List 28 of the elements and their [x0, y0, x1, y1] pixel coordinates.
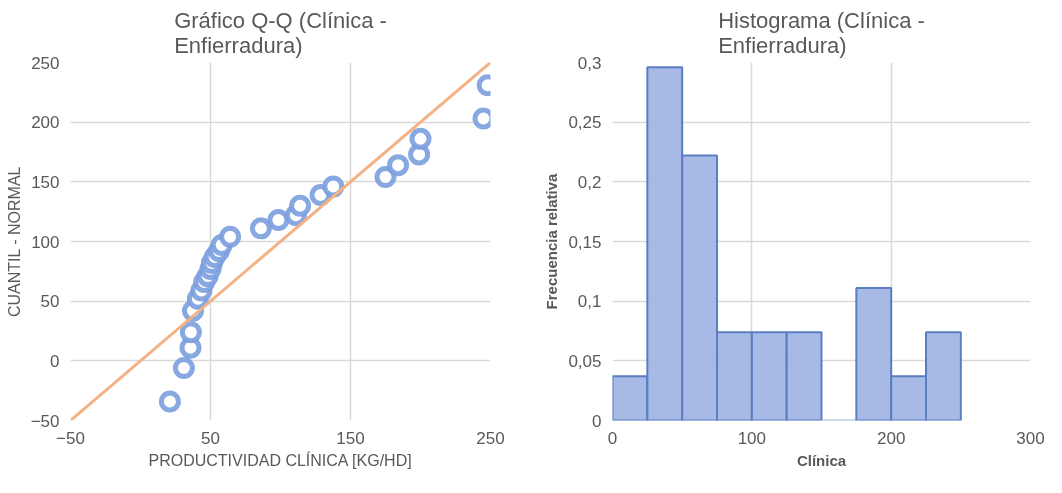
- x-tick-label: 150: [336, 428, 365, 448]
- x-axis-title: Clínica: [796, 451, 847, 469]
- y-tick-label: 100: [31, 232, 60, 252]
- y-tick-label: −50: [30, 411, 60, 431]
- x-tick-label: −50: [56, 428, 85, 448]
- x-tick-label: 250: [476, 428, 505, 448]
- y-tick-label: 0: [592, 411, 602, 431]
- x-tick-label: 100: [737, 428, 767, 448]
- y-tick-label: 200: [31, 113, 60, 133]
- x-tick-label: 200: [876, 428, 906, 448]
- x-axis-title: PRODUCTIVIDAD CLÍNICA [KG/HD]: [148, 450, 412, 469]
- y-tick-label: 0,3: [577, 53, 602, 73]
- chart-title: Gráfico Q-Q (Clínica - Enfierradura): [174, 7, 387, 58]
- x-tick-label: 50: [201, 428, 220, 448]
- x-tick-label: 300: [1016, 428, 1045, 448]
- y-tick-label: 50: [40, 292, 60, 312]
- chart-title: Histograma (Clínica - Enfierradura): [718, 7, 925, 58]
- y-axis-title: CUANTIL - NORMAL: [5, 166, 23, 318]
- y-tick-label: 250: [31, 53, 60, 73]
- y-axis-title: Frecuencia relativa: [543, 172, 561, 310]
- y-tick-label: 0: [50, 351, 60, 371]
- y-tick-label: 0,2: [577, 172, 602, 192]
- y-tick-label: 0,1: [577, 292, 602, 312]
- x-tick-label: 0: [607, 428, 618, 448]
- y-tick-label: 0,15: [568, 232, 602, 252]
- y-tick-label: 0,05: [568, 351, 602, 371]
- y-tick-label: 150: [31, 172, 60, 192]
- y-tick-label: 0,25: [568, 113, 602, 133]
